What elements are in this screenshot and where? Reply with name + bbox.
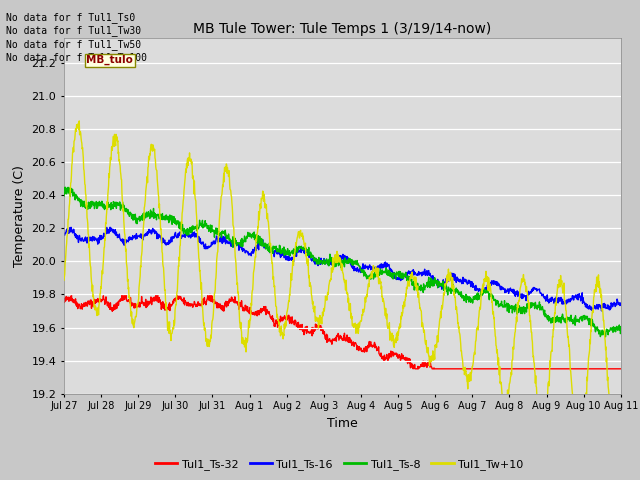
Text: No data for f Tul1_Tw30: No data for f Tul1_Tw30	[6, 25, 141, 36]
X-axis label: Time: Time	[327, 417, 358, 430]
Y-axis label: Temperature (C): Temperature (C)	[13, 165, 26, 267]
Text: No data for f Tul1_Tw100: No data for f Tul1_Tw100	[6, 52, 147, 63]
Legend: Tul1_Ts-32, Tul1_Ts-16, Tul1_Ts-8, Tul1_Tw+10: Tul1_Ts-32, Tul1_Ts-16, Tul1_Ts-8, Tul1_…	[151, 455, 527, 474]
Text: No data for f Tul1_Ts0: No data for f Tul1_Ts0	[6, 12, 136, 23]
Text: MB_tulo: MB_tulo	[86, 55, 133, 65]
Text: No data for f Tul1_Tw50: No data for f Tul1_Tw50	[6, 39, 141, 50]
Title: MB Tule Tower: Tule Temps 1 (3/19/14-now): MB Tule Tower: Tule Temps 1 (3/19/14-now…	[193, 22, 492, 36]
